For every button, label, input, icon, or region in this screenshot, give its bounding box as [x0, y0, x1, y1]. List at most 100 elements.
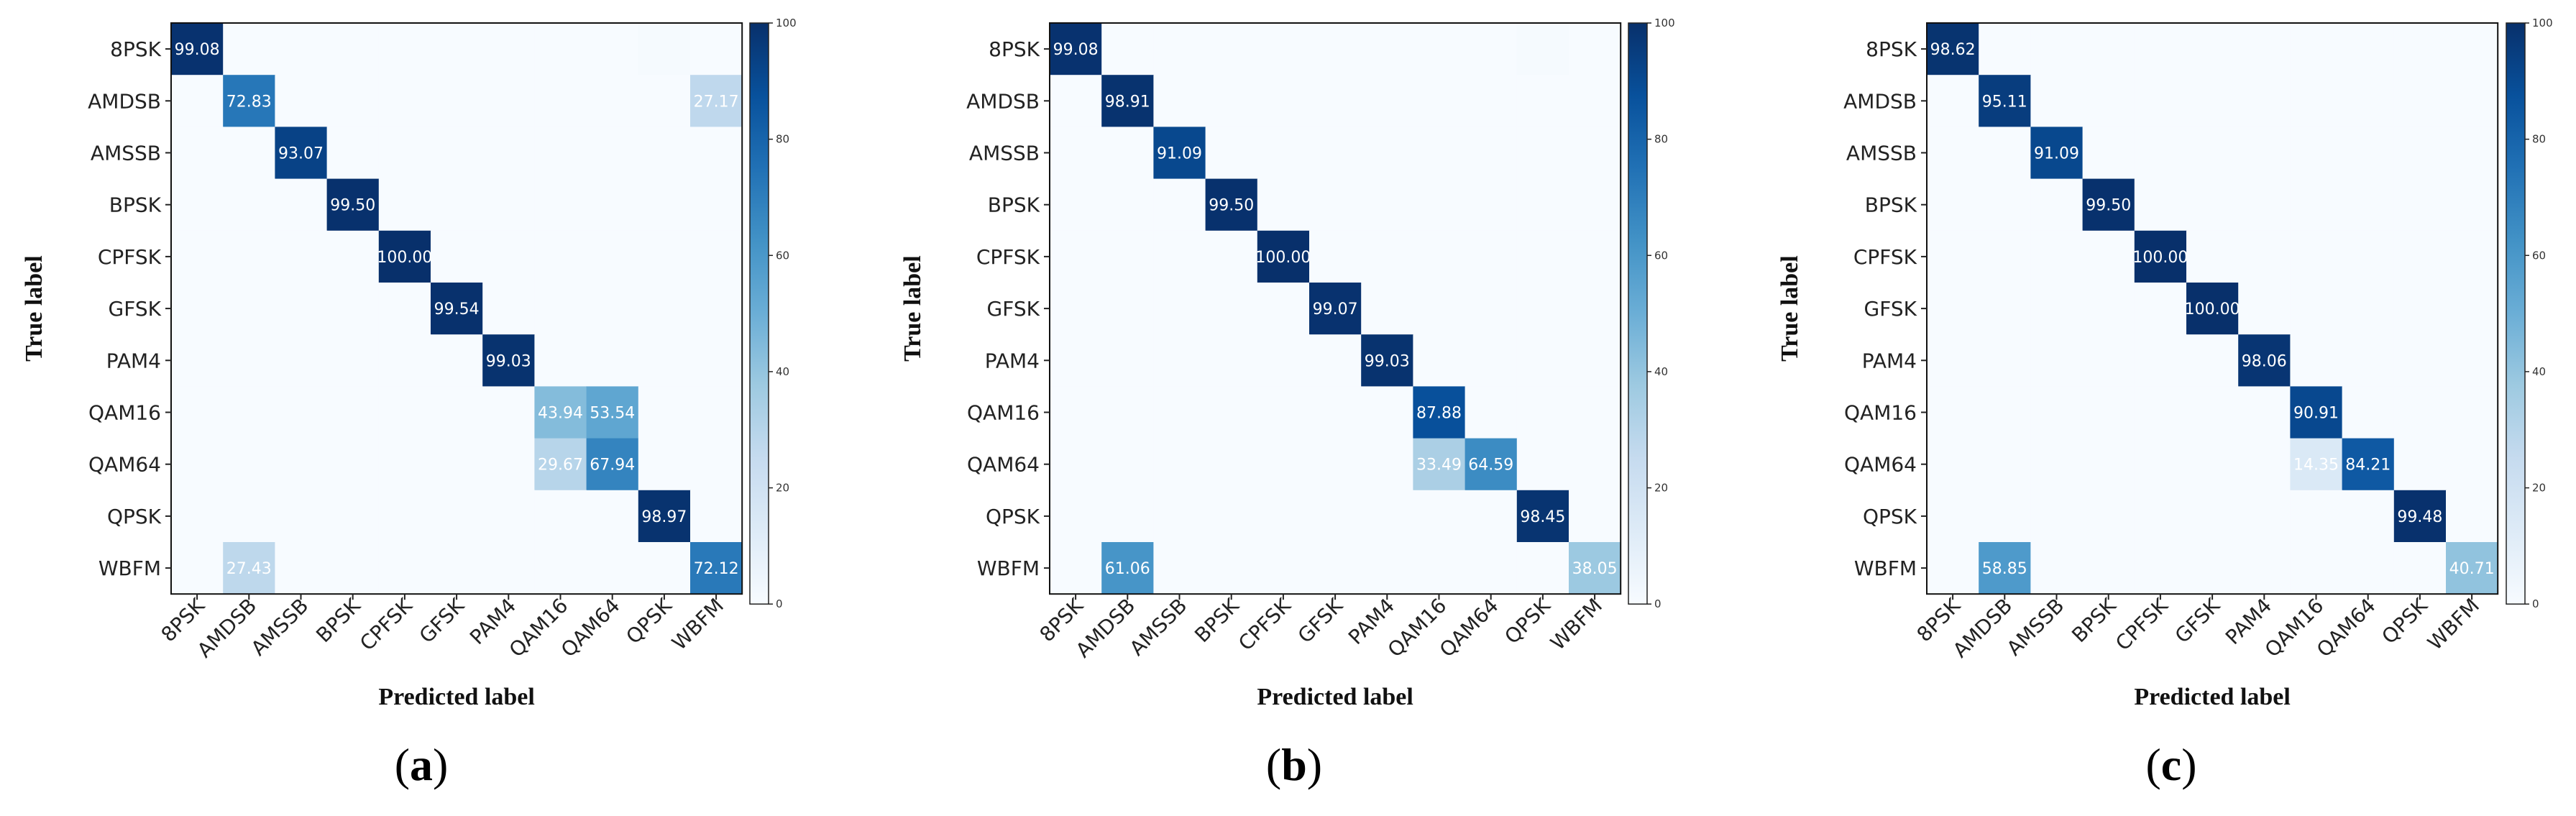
cell-value-label: 100.00 [2132, 249, 2188, 267]
heatmap-cell [638, 230, 691, 283]
y-tick-label: WBFM [977, 556, 1040, 580]
heatmap-cell [1153, 23, 1206, 75]
heatmap-cell [534, 283, 587, 335]
heatmap-cell [2030, 75, 2084, 127]
x-tick-label: GFSK [1293, 593, 1348, 648]
heatmap-cell [2446, 490, 2498, 543]
panel-caption: (b) [1266, 739, 1322, 790]
cell-value-label: 53.54 [590, 405, 635, 423]
heatmap-cell [2446, 438, 2498, 491]
heatmap-cell [586, 230, 639, 283]
heatmap-cell [1309, 178, 1362, 231]
heatmap-cell [171, 386, 224, 439]
y-tick-label: GFSK [1864, 297, 1917, 321]
cell-value-label: 99.50 [330, 197, 375, 215]
heatmap-cell [1569, 490, 1621, 543]
heatmap-cell [1569, 386, 1621, 439]
x-tick-label: QPSK [1500, 593, 1555, 648]
heatmap-cell [378, 386, 431, 439]
heatmap-cell [638, 438, 691, 491]
heatmap-cell [638, 23, 691, 75]
heatmap-cell [431, 283, 483, 335]
x-axis-title: Predicted label [2134, 684, 2291, 710]
heatmap-cell [2238, 438, 2291, 491]
heatmap-cell [2186, 386, 2239, 439]
heatmap-cell [2186, 230, 2239, 283]
colorbar [1628, 22, 1648, 605]
heatmap-cell [1361, 127, 1413, 180]
heatmap-cell [2446, 23, 2498, 75]
heatmap-cell [638, 542, 691, 595]
heatmap-cell [1257, 75, 1310, 127]
heatmap-cell [2186, 75, 2239, 127]
y-tick-label: QAM64 [1844, 453, 1917, 477]
colorbar-tick-label: 60 [776, 249, 789, 262]
heatmap-cell [638, 283, 691, 335]
cell-value-label: 98.62 [1930, 41, 1976, 59]
heatmap-cell [1257, 178, 1310, 231]
heatmap-cell [690, 283, 743, 335]
heatmap-cell [1101, 23, 1154, 75]
colorbar-tick-label: 0 [1654, 597, 1661, 610]
heatmap-cell [171, 75, 224, 127]
heatmap-cell [378, 283, 431, 335]
cell-value-label: 99.50 [1209, 197, 1254, 215]
heatmap-cell [1361, 438, 1413, 491]
cell-value-label: 99.08 [175, 41, 220, 59]
cell-value-label: 72.83 [226, 93, 272, 111]
y-tick-label: QPSK [986, 505, 1040, 528]
heatmap-cell [2030, 386, 2084, 439]
heatmap-cell [431, 230, 483, 283]
cell-value-label: 43.94 [538, 405, 583, 423]
colorbar-tick-label: 0 [2532, 597, 2539, 610]
y-tick-label: AMDSB [966, 89, 1040, 113]
heatmap-cell [275, 283, 328, 335]
heatmap-cell [2082, 542, 2135, 595]
heatmap-cell [2342, 542, 2395, 595]
y-tick-label: 8PSK [1866, 37, 1917, 61]
heatmap-cell [638, 178, 691, 231]
y-tick-label: AMSSB [969, 142, 1040, 165]
colorbar-tick-label: 20 [776, 482, 789, 495]
heatmap-cell [378, 23, 431, 75]
heatmap-cell [2446, 283, 2498, 335]
heatmap-cell [431, 127, 483, 180]
heatmap-cell [1413, 490, 1466, 543]
heatmap-cell [1465, 542, 1518, 595]
colorbar-tick-label: 60 [1654, 249, 1668, 262]
colorbar-tick-label: 80 [2532, 133, 2546, 146]
heatmap-cell [586, 23, 639, 75]
heatmap-cell [1927, 438, 1979, 491]
heatmap-cell [326, 386, 380, 439]
confusion-matrix-panel-c: 98.62 95.11 91.09 99.50 100.00 100.00 98.06 90.… [1777, 17, 2553, 790]
heatmap-cell [1050, 23, 1102, 75]
heatmap-cell [326, 23, 380, 75]
cell-value-label: 99.48 [2397, 508, 2442, 526]
colorbar-tick-label: 40 [2532, 365, 2546, 378]
cell-value-label: 27.17 [694, 93, 739, 111]
heatmap-cell [1257, 386, 1310, 439]
heatmap-cell [2342, 127, 2395, 180]
heatmap-cell [1516, 230, 1569, 283]
panel-caption: (c) [2145, 739, 2196, 790]
heatmap-cell [223, 438, 275, 491]
heatmap-cell [1153, 386, 1206, 439]
heatmap-cell [378, 334, 431, 387]
heatmap-cell [2134, 490, 2187, 543]
heatmap-cell [1361, 334, 1413, 387]
heatmap-cell [534, 178, 587, 231]
y-tick-label: QAM16 [967, 401, 1040, 425]
y-tick-label: PAM4 [1862, 349, 1917, 372]
heatmap-cell [1516, 542, 1569, 595]
heatmap-cell [1413, 334, 1466, 387]
cell-value-label: 93.07 [278, 145, 324, 163]
heatmap-cell [690, 438, 743, 491]
heatmap-cell [482, 178, 535, 231]
heatmap-cell [1101, 386, 1154, 439]
heatmap-cell [2134, 283, 2187, 335]
heatmap-cell [2030, 127, 2084, 180]
heatmap-cell [2134, 334, 2187, 387]
y-tick-label: BPSK [988, 193, 1040, 217]
heatmap-cell [586, 127, 639, 180]
heatmap-cell [1101, 334, 1154, 387]
